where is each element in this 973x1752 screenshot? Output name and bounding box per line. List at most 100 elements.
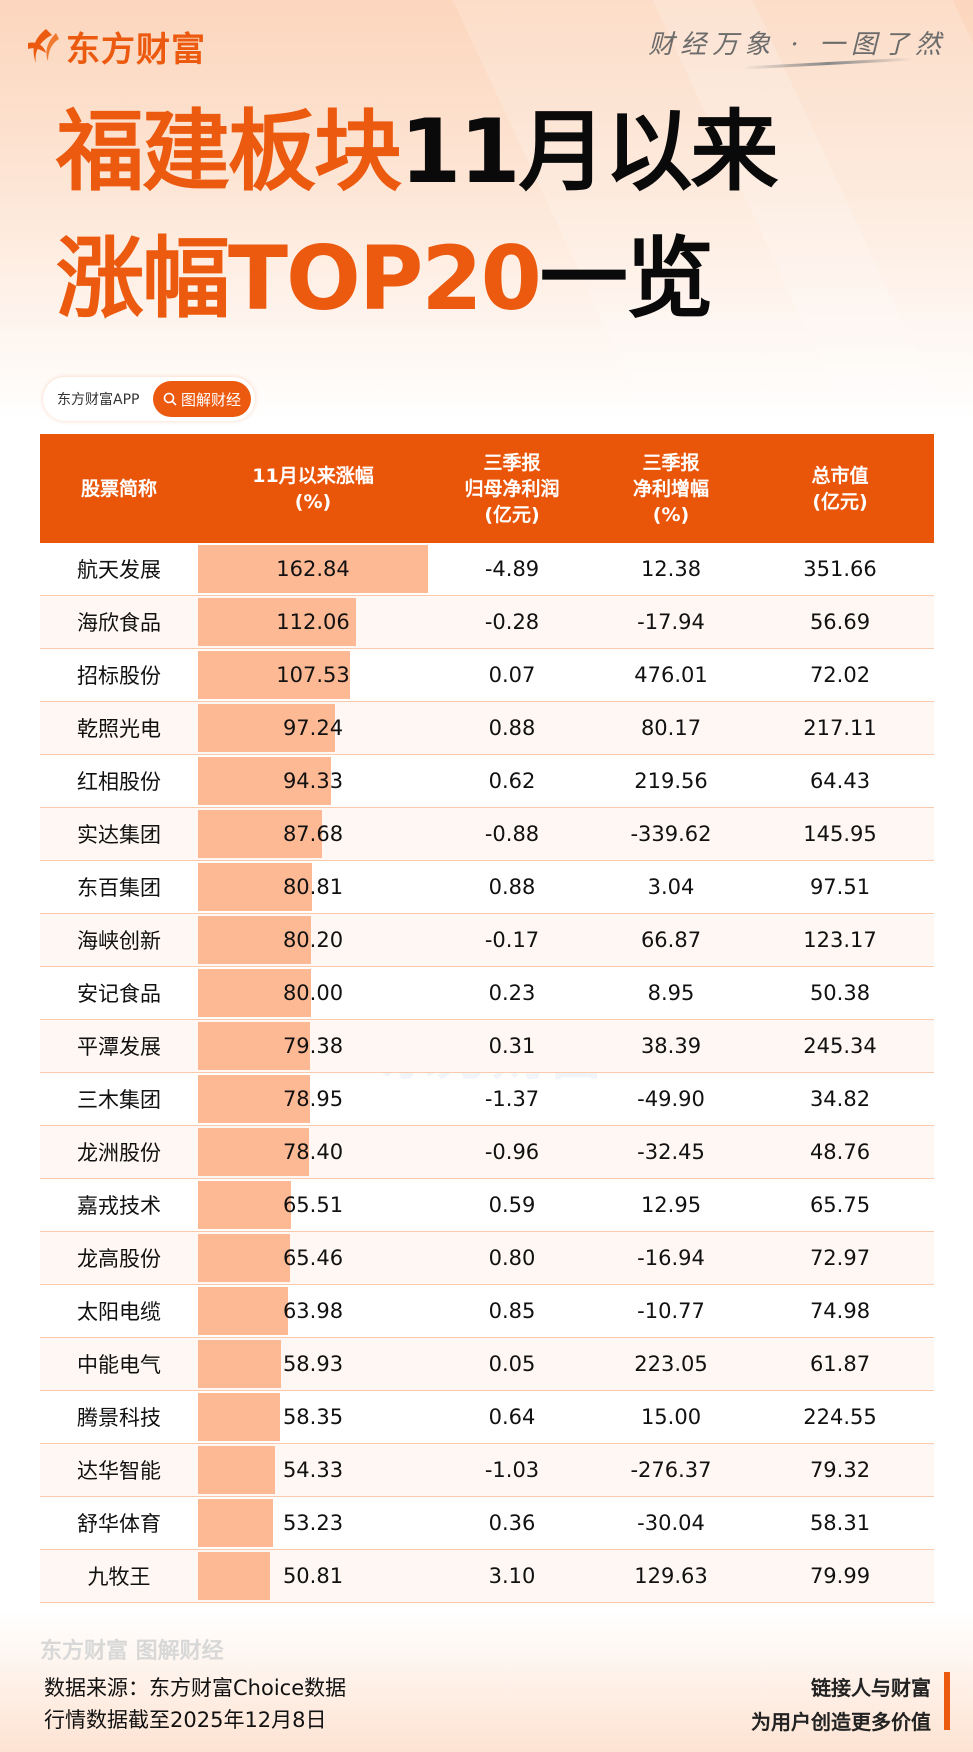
stock-name-cell: 达华智能 (77, 1459, 161, 1483)
value-cell: 65.51 (198, 1179, 428, 1231)
table-row: 乾照光电 97.24 0.88 80.17 217.11 (40, 702, 934, 755)
stock-name-cell: 三木集团 (77, 1088, 161, 1112)
gain-value: 65.51 (282, 1193, 344, 1217)
value-cell: 80.20 (198, 914, 428, 966)
gain-bar (198, 969, 311, 1017)
value-cell: 87.68 (198, 808, 428, 860)
value-cell: -49.90 (637, 1087, 705, 1111)
gain-bar (198, 1499, 274, 1547)
value-cell: 223.05 (634, 1352, 708, 1376)
value-cell: 58.93 (198, 1338, 428, 1390)
page-title-line2: 涨幅TOP20一览 (56, 235, 714, 323)
value-cell: 79.32 (809, 1458, 871, 1482)
gain-value: 162.84 (276, 557, 350, 581)
value-cell: 63.98 (198, 1285, 428, 1337)
value-cell: 72.02 (809, 663, 871, 687)
brand-name: 东方财富 (66, 30, 206, 70)
gain-value: 94.33 (282, 769, 344, 793)
table-row: 中能电气 58.93 0.05 223.05 61.87 (40, 1338, 934, 1391)
value-cell: 97.51 (809, 875, 871, 899)
gain-value: 79.38 (282, 1034, 344, 1058)
gain-value: 112.06 (276, 610, 350, 634)
badge-search-pill: 图解财经 (153, 381, 252, 417)
data-table: 股票简称 11月以来涨幅 (%) 三季报 归母净利润 (亿元) 三季报 净利增幅… (40, 434, 934, 1603)
table-row: 招标股份 107.53 0.07 476.01 72.02 (40, 649, 934, 702)
value-cell: 58.35 (198, 1391, 428, 1443)
value-cell: -30.04 (637, 1511, 705, 1535)
flame-logo-icon (28, 28, 59, 63)
value-cell: 58.31 (809, 1511, 871, 1535)
gain-value: 50.81 (282, 1564, 344, 1588)
stock-name-cell: 海峡创新 (77, 929, 161, 953)
value-cell: 0.80 (488, 1246, 536, 1270)
value-cell: 0.07 (488, 663, 536, 687)
value-cell: -4.89 (484, 557, 540, 581)
value-cell: 15.00 (640, 1405, 702, 1429)
value-cell: 12.38 (640, 557, 702, 581)
value-cell: 80.17 (640, 716, 702, 740)
table-row: 三木集团 78.95 -1.37 -49.90 34.82 (40, 1073, 934, 1126)
table-header: 股票简称 11月以来涨幅 (%) 三季报 归母净利润 (亿元) 三季报 净利增幅… (40, 434, 934, 543)
stock-name-cell: 乾照光电 (77, 717, 161, 741)
value-cell: 0.31 (488, 1034, 536, 1058)
value-cell: 79.38 (198, 1020, 428, 1072)
gain-value: 58.35 (282, 1405, 344, 1429)
value-cell: 0.62 (488, 769, 536, 793)
stock-name-cell: 平潭发展 (77, 1035, 161, 1059)
footer-background (0, 1612, 973, 1752)
gain-value: 97.24 (282, 716, 344, 740)
gain-bar (198, 545, 428, 593)
value-cell: 65.46 (198, 1232, 428, 1284)
gain-bar (198, 1022, 311, 1070)
title-highlight: 涨幅TOP20 (56, 227, 542, 330)
brand-logo: 东方财富 (26, 22, 206, 71)
header-background (0, 0, 973, 420)
title-highlight: 福建板块 (56, 100, 402, 203)
value-cell: 50.81 (198, 1550, 428, 1602)
value-cell: 80.00 (198, 967, 428, 1019)
gain-bar (198, 1552, 270, 1600)
gain-value: 87.68 (282, 822, 344, 846)
value-cell: 107.53 (198, 649, 428, 701)
value-cell: 0.36 (488, 1511, 536, 1535)
stock-name-cell: 腾景科技 (77, 1406, 161, 1430)
value-cell: 64.43 (809, 769, 871, 793)
stock-name-cell: 九牧王 (87, 1565, 151, 1589)
value-cell: 145.95 (803, 822, 877, 846)
value-cell: 61.87 (809, 1352, 871, 1376)
value-cell: -0.88 (484, 822, 540, 846)
table-row: 红相股份 94.33 0.62 219.56 64.43 (40, 755, 934, 808)
table-row: 安记食品 80.00 0.23 8.95 50.38 (40, 967, 934, 1020)
footer-slogan-2: 为用户创造更多价值 (751, 1710, 931, 1734)
table-row: 腾景科技 58.35 0.64 15.00 224.55 (40, 1391, 934, 1444)
table-row: 龙洲股份 78.40 -0.96 -32.45 48.76 (40, 1126, 934, 1179)
stock-name-cell: 东百集团 (77, 876, 161, 900)
value-cell: 0.88 (488, 875, 536, 899)
value-cell: 217.11 (803, 716, 877, 740)
value-cell: 224.55 (803, 1405, 877, 1429)
stock-name-cell: 龙高股份 (77, 1247, 161, 1271)
table-row: 九牧王 50.81 3.10 129.63 79.99 (40, 1550, 934, 1603)
stock-name-cell: 红相股份 (77, 770, 161, 794)
value-cell: -17.94 (637, 610, 705, 634)
accent-bar (944, 1672, 950, 1730)
value-cell: 50.38 (809, 981, 871, 1005)
gain-bar (198, 916, 312, 964)
stock-name-cell: 招标股份 (77, 664, 161, 688)
stock-name-cell: 安记食品 (77, 982, 161, 1006)
value-cell: -10.77 (637, 1299, 705, 1323)
search-icon (163, 392, 177, 406)
value-cell: 0.64 (488, 1405, 536, 1429)
badge-label: 图解财经 (181, 390, 242, 409)
gain-value: 80.00 (282, 981, 344, 1005)
table-body: 航天发展 162.84 -4.89 12.38 351.66 海欣食品 112.06 -0.2… (40, 543, 934, 1603)
value-cell: -32.45 (637, 1140, 705, 1164)
stock-name-cell: 太阳电缆 (77, 1300, 161, 1324)
value-cell: -276.37 (630, 1458, 712, 1482)
gain-value: 54.33 (282, 1458, 344, 1482)
value-cell: 123.17 (803, 928, 877, 952)
stock-name-cell: 嘉戎技术 (77, 1194, 161, 1218)
table-row: 太阳电缆 63.98 0.85 -10.77 74.98 (40, 1285, 934, 1338)
value-cell: 94.33 (198, 755, 428, 807)
gain-bar (198, 1234, 291, 1282)
